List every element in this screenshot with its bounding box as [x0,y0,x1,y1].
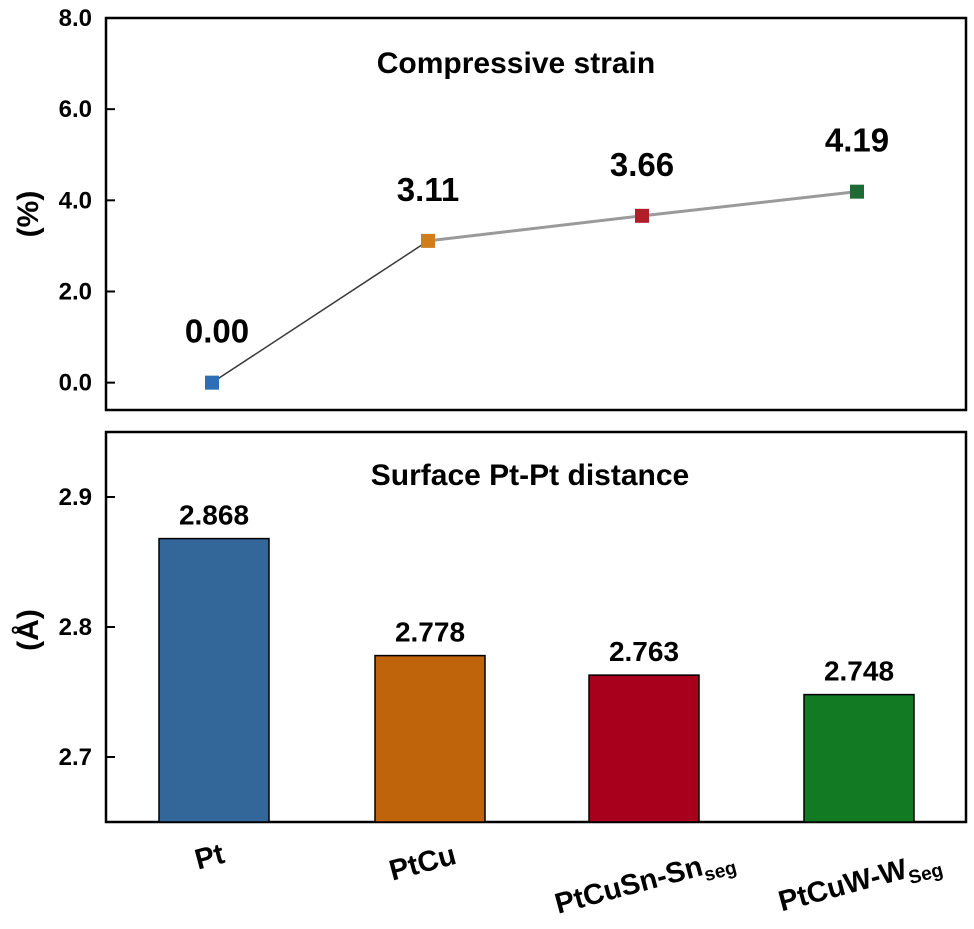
strain-point [850,184,864,199]
strain-panel: Compressive strain (%) 0.0 2.0 4.0 6.0 8.0 0… [12,5,968,412]
strain-data-label: 3.11 [397,171,459,208]
strain-point [205,375,219,390]
category-labels: Pt PtCu PtCuSn-Snseg PtCuW-WSeg [192,838,946,925]
strain-data-label: 3.66 [610,146,674,183]
category-label: PtCuW-WSeg [775,844,945,923]
strain-line-segment [641,190,858,218]
distance-data-label: 2.778 [395,617,465,648]
strain-lines [211,190,858,384]
distance-bar [803,693,915,823]
distance-title: Surface Pt-Pt distance [371,459,689,492]
distance-ylabel: (Å) [12,609,45,651]
distance-bar [374,654,486,823]
distance-bar [588,674,700,823]
distance-y-tick-label: 2.8 [59,614,92,641]
strain-y-tick-label: 8.0 [59,5,92,32]
strain-point [635,208,649,223]
strain-panel-frame [104,16,968,412]
distance-data-label: 2.868 [179,500,249,531]
strain-y-tick-label: 2.0 [59,278,92,305]
distance-y-tick-label: 2.9 [59,484,92,511]
strain-line-segment [211,240,429,384]
strain-y-tick-label: 6.0 [59,96,92,123]
strain-ylabel: (%) [12,191,45,238]
category-label: PtCu [386,839,460,887]
distance-bars [158,537,915,823]
strain-title: Compressive strain [377,47,655,80]
strain-data-labels: 0.00 3.11 3.66 4.19 [185,122,889,350]
distance-data-label: 2.748 [824,656,894,687]
strain-data-label: 4.19 [825,122,889,159]
strain-point [421,233,435,248]
strain-y-tick-label: 0.0 [59,370,92,397]
strain-y-axis: 0.0 2.0 4.0 6.0 8.0 [59,5,115,397]
distance-data-label: 2.763 [609,636,679,667]
strain-y-tick-label: 4.0 [59,187,92,214]
distance-bar [158,537,270,823]
category-label: PtCuSn-Snseg [552,842,739,925]
strain-data-label: 0.00 [185,313,249,350]
distance-y-axis: 2.7 2.8 2.9 [59,484,115,771]
distance-data-labels: 2.868 2.778 2.763 2.748 [179,500,894,687]
distance-panel: Surface Pt-Pt distance (Å) 2.7 2.8 2.9 2.8… [12,430,968,925]
strain-markers [205,184,864,390]
distance-y-tick-label: 2.7 [59,744,92,771]
category-label: Pt [192,838,229,877]
strain-line-segment [427,214,643,243]
